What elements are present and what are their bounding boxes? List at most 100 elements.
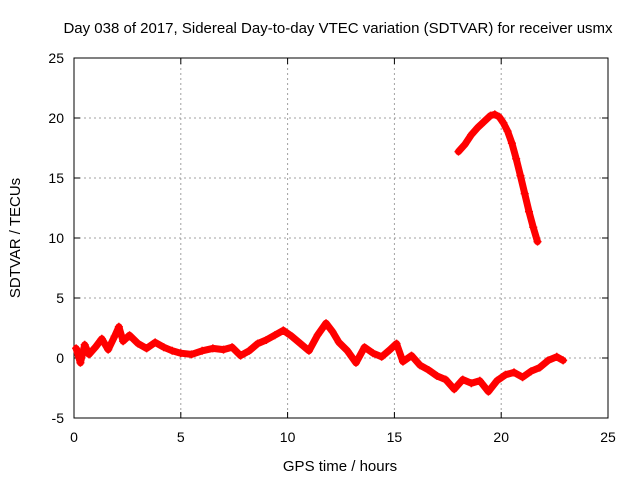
data-point — [473, 123, 482, 132]
data-point — [490, 110, 499, 119]
x-tick-label: 25 — [600, 429, 616, 445]
series-satellite-track-high — [454, 110, 542, 246]
data-point — [287, 332, 296, 341]
data-point — [245, 346, 254, 355]
data-point — [84, 350, 93, 359]
data-point — [208, 344, 217, 353]
y-tick-label: 5 — [56, 290, 64, 306]
data-point — [529, 223, 538, 232]
data-point — [369, 349, 378, 358]
data-point — [72, 344, 81, 353]
data-point — [454, 147, 463, 156]
data-point — [296, 339, 305, 348]
data-point — [499, 118, 508, 127]
data-point — [304, 346, 313, 355]
data-point — [544, 356, 553, 365]
data-point — [198, 346, 207, 355]
data-point — [535, 363, 544, 372]
data-point — [480, 117, 489, 126]
data-point — [552, 352, 561, 361]
data-point — [424, 366, 433, 374]
data-point — [458, 375, 467, 384]
data-point — [524, 207, 533, 216]
data-point — [91, 343, 100, 352]
data-point — [486, 111, 495, 120]
series-trace — [72, 319, 567, 396]
data-point — [492, 376, 501, 385]
data-point — [270, 331, 279, 340]
x-tick-label: 15 — [387, 429, 403, 445]
data-marks — [72, 110, 568, 396]
data-point — [236, 351, 245, 360]
data-point — [279, 326, 288, 335]
data-point — [228, 343, 237, 352]
data-point — [97, 334, 106, 343]
data-point — [407, 351, 416, 360]
y-tick-label: 20 — [48, 110, 64, 126]
data-point — [176, 349, 185, 358]
data-point — [460, 140, 469, 149]
data-point — [559, 356, 568, 365]
data-point — [334, 338, 343, 347]
data-point — [351, 358, 360, 367]
data-point — [512, 154, 521, 163]
data-point — [142, 344, 151, 353]
data-point — [501, 370, 510, 379]
data-point — [386, 345, 395, 354]
grid-lines — [74, 58, 608, 418]
data-point — [503, 127, 512, 136]
data-point — [110, 332, 119, 341]
data-point — [159, 343, 168, 352]
data-point — [475, 376, 484, 385]
data-point — [518, 373, 527, 382]
data-point — [507, 139, 516, 148]
x-tick-label: 5 — [177, 429, 185, 445]
data-point — [125, 331, 134, 340]
data-point — [360, 343, 369, 352]
data-point — [377, 352, 386, 361]
data-point — [441, 375, 450, 384]
data-point — [450, 385, 459, 394]
data-point — [104, 345, 113, 354]
data-point — [527, 367, 536, 376]
data-point — [151, 338, 160, 347]
data-point — [484, 387, 493, 396]
data-point — [416, 361, 425, 370]
data-point — [533, 237, 542, 246]
data-point — [467, 130, 476, 139]
data-point — [168, 346, 177, 355]
data-point — [187, 350, 196, 359]
data-point — [328, 327, 337, 336]
data-point — [219, 345, 228, 354]
data-point — [119, 337, 128, 346]
data-point — [398, 357, 407, 366]
y-tick-label: -5 — [52, 410, 65, 426]
x-tick-label: 10 — [280, 429, 296, 445]
y-tick-label: 25 — [48, 50, 64, 66]
data-point — [510, 368, 519, 377]
series-satellite-track-low — [72, 319, 568, 396]
data-point — [467, 379, 476, 388]
data-point — [322, 319, 331, 328]
data-point — [114, 322, 123, 331]
data-point — [495, 112, 504, 121]
data-point — [433, 372, 442, 380]
data-point — [76, 358, 85, 367]
data-point — [262, 336, 271, 344]
chart-title: Day 038 of 2017, Sidereal Day-to-day VTE… — [63, 20, 613, 37]
data-point — [392, 339, 401, 348]
data-point — [520, 189, 529, 198]
y-tick-label: 15 — [48, 170, 64, 186]
data-point — [134, 339, 143, 348]
y-axis-label: SDTVAR / TECUs — [7, 178, 24, 298]
data-point — [313, 331, 322, 340]
axis-ticks: 0 5 10 15 20 25 -5 0 5 10 15 20 25 — [48, 50, 616, 445]
data-point — [343, 346, 352, 355]
y-tick-label: 10 — [48, 230, 64, 246]
data-point — [516, 171, 525, 180]
y-tick-label: 0 — [56, 350, 64, 366]
x-tick-label: 20 — [493, 429, 509, 445]
x-axis-label: GPS time / hours — [283, 458, 397, 475]
data-point — [253, 339, 262, 348]
